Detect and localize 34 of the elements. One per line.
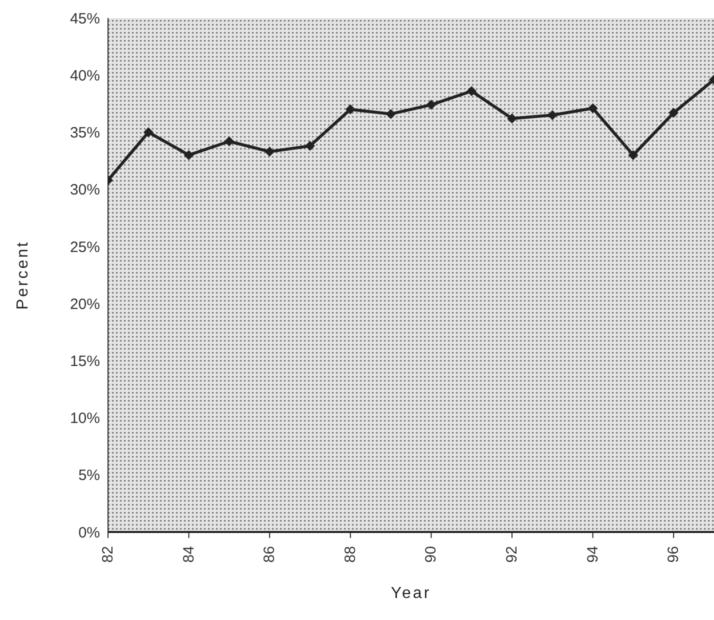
point [466,86,477,96]
y-tick-label: 15% [70,352,100,370]
y-tick-label: 35% [70,124,100,142]
y-tick-label: 40% [70,67,100,84]
y-tick-label: 0% [78,524,100,542]
point [628,150,638,160]
x-tick-label: 88 [342,546,359,563]
point [264,146,275,157]
x-tick-label: 92 [504,546,520,563]
y-axis-title: Percent [14,240,32,310]
x-tick-label: 84 [180,546,198,563]
y-tick-label: 10% [70,410,100,428]
point [184,150,194,160]
x-axis-title: Year [390,585,432,602]
point [507,114,517,124]
y-tick-label: 5% [78,467,100,484]
point [588,103,598,114]
y-tick-label: 25% [70,238,100,256]
x-tick-label: 90 [422,546,440,563]
x-tick-label: 86 [261,546,278,563]
point [224,136,234,146]
point [305,140,315,151]
y-tick-label: 30% [70,182,100,199]
point [547,110,558,120]
x-tick-label: 82 [100,546,116,563]
point [668,108,679,118]
y-tick-label: 45% [70,10,100,28]
x-tick-label: 94 [584,546,602,563]
point [345,104,356,114]
point [426,100,436,110]
x-tick-label: 96 [665,546,682,563]
y-tick-label: 20% [70,296,100,313]
point [386,108,396,119]
point [143,127,154,138]
